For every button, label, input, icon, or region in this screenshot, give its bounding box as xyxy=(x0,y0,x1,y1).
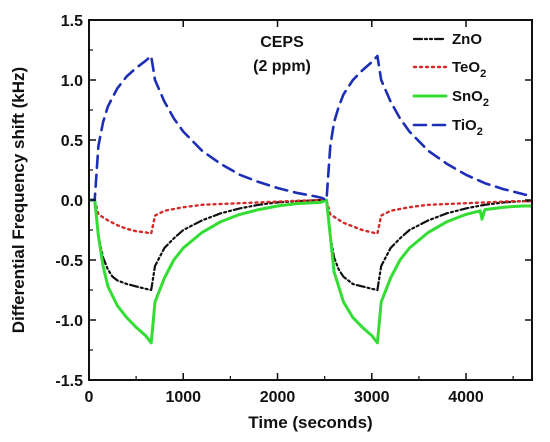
series-line-tio2 xyxy=(89,54,532,202)
legend-label-zno: ZnO xyxy=(452,31,482,48)
y-axis-title: Differential Frequency shift (kHz) xyxy=(9,67,28,333)
y-tick-label: -1.5 xyxy=(55,373,83,390)
y-tick-label: 1.5 xyxy=(61,13,83,30)
y-tick-label: -1.0 xyxy=(55,313,83,330)
legend-label-sno2: SnO2 xyxy=(452,88,489,109)
x-axis-title: Time (seconds) xyxy=(248,413,372,432)
annotation-line-1: CEPS xyxy=(260,34,304,51)
series-line-teo2 xyxy=(89,198,532,235)
legend-label-teo2: TeO2 xyxy=(452,59,486,80)
ticks-layer: 0 1000 2000 3000 4000 -1.5 -1.0 -0.5 0.0 0.5 1.0 1.… xyxy=(55,13,532,406)
y-tick-label: 1.0 xyxy=(61,73,83,90)
series-layer xyxy=(89,54,532,345)
y-tick-label: -0.5 xyxy=(55,253,83,270)
annotation-line-2: (2 ppm) xyxy=(253,58,311,75)
x-tick-label: 4000 xyxy=(448,389,484,406)
series-line-sno2 xyxy=(89,198,532,345)
x-tick-label: 0 xyxy=(85,389,94,406)
x-tick-label: 1000 xyxy=(165,389,201,406)
x-tick-label: 3000 xyxy=(354,389,390,406)
x-tick-label: 2000 xyxy=(260,389,296,406)
y-tick-label: 0.0 xyxy=(61,193,83,210)
legend: ZnO TeO2 SnO2 TiO2 xyxy=(412,31,489,138)
legend-label-tio2: TiO2 xyxy=(452,117,483,138)
y-tick-label: 0.5 xyxy=(61,133,83,150)
